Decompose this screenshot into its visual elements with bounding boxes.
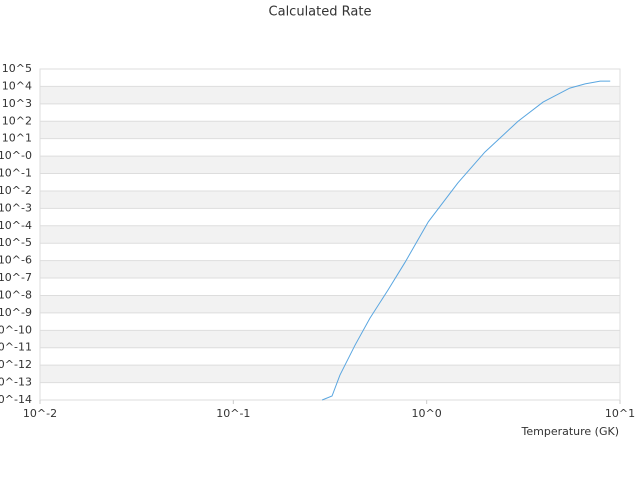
grid-band	[40, 330, 620, 348]
y-tick-label: 10^-1	[0, 167, 32, 180]
y-tick-label: 10^-6	[0, 254, 32, 267]
x-axis-label: Temperature (GK)	[521, 425, 620, 438]
grid-band	[40, 295, 620, 313]
y-tick-label: 10^-14	[0, 393, 32, 406]
x-tick-label: 10^-2	[23, 407, 57, 420]
grid-band	[40, 121, 620, 139]
y-tick-label: 10^-3	[0, 201, 32, 214]
y-tick-label: 10^-11	[0, 341, 32, 354]
y-tick-label: 10^-12	[0, 358, 32, 371]
y-tick-label: 10^-2	[0, 184, 32, 197]
x-tick-label: 10^-1	[216, 407, 250, 420]
chart-title: Calculated Rate	[269, 5, 372, 20]
y-tick-label: 10^3	[2, 97, 32, 110]
x-tick-label: 10^1	[605, 407, 635, 420]
y-tick-label: 10^-10	[0, 323, 32, 336]
y-tick-label: 10^-13	[0, 376, 32, 389]
y-tick-label: 10^-8	[0, 288, 32, 301]
y-tick-label: 10^1	[2, 132, 32, 145]
grid-band	[40, 156, 620, 174]
y-tick-label: 10^4	[2, 79, 32, 92]
grid-band	[40, 225, 620, 244]
grid-band	[40, 86, 620, 104]
y-tick-label: 10^5	[2, 62, 32, 75]
plot-frame	[39, 68, 621, 401]
y-tick-label: 10^-5	[0, 236, 32, 249]
y-tick-label: 10^-9	[0, 306, 32, 319]
data-line	[321, 80, 611, 401]
x-tick-label: 10^0	[412, 407, 442, 420]
grid-band	[40, 365, 620, 383]
y-tick-label: 10^-7	[0, 271, 32, 284]
y-tick-label: 10^-4	[0, 219, 32, 232]
y-tick-label: 10^-0	[0, 149, 32, 162]
grid-band	[40, 190, 620, 209]
grid-band	[40, 260, 620, 279]
y-tick-label: 10^2	[2, 114, 32, 127]
